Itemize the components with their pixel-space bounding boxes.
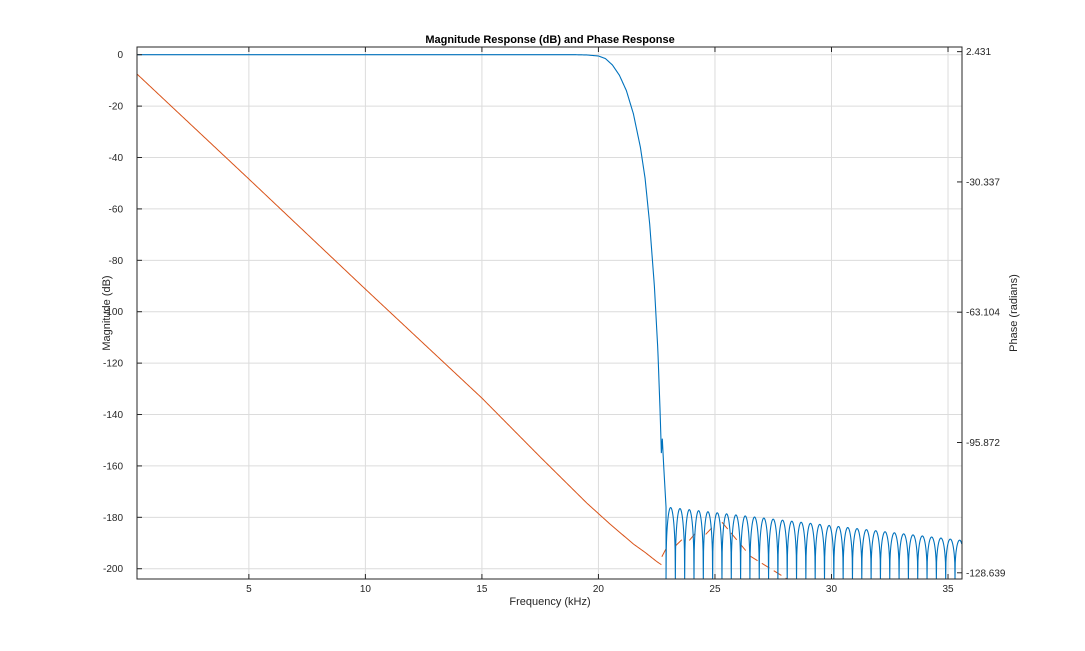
x-tick-label: 30 (826, 584, 838, 595)
y2-tick-label: -128.639 (966, 568, 1006, 579)
x-tick-label: 35 (942, 584, 954, 595)
y-tick-label: -60 (109, 204, 124, 215)
y-tick-label: -80 (109, 256, 124, 267)
phase-wrap-segment (721, 521, 748, 554)
y-tick-label: 0 (117, 50, 123, 61)
x-tick-label: 15 (476, 584, 488, 595)
y-tick-label: -100 (103, 307, 123, 318)
plot-area (137, 47, 962, 579)
y2-axis-label: Phase (radians) (1008, 274, 1020, 352)
x-tick-label: 20 (593, 584, 605, 595)
x-tick-label: 5 (246, 584, 252, 595)
phase-response-line (137, 73, 662, 566)
y2-tick-label: -63.104 (966, 308, 1000, 319)
y-tick-label: -160 (103, 461, 123, 472)
x-tick-label: 25 (709, 584, 721, 595)
phase-wrap-segment (705, 524, 716, 535)
y-tick-label: -200 (103, 564, 123, 575)
y-axis-label: Magnitude (dB) (101, 275, 113, 350)
y2-tick-label: 2.431 (966, 47, 991, 58)
magnitude-response-line (137, 54, 962, 579)
plot-frame (136, 46, 963, 580)
y-tick-label: -120 (103, 359, 123, 370)
y-tick-label: -180 (103, 513, 123, 524)
y2-tick-label: -95.872 (966, 438, 1000, 449)
series-layer (137, 54, 962, 579)
y-tick-label: -20 (109, 102, 124, 113)
phase-wrap-segment (674, 538, 683, 547)
y2-tick-label: -30.337 (966, 177, 1000, 188)
x-tick-label: 10 (360, 584, 372, 595)
x-axis-label: Frequency (kHz) (509, 596, 590, 608)
y-tick-label: -140 (103, 410, 123, 421)
axis-ticks: 5 10 15 20 25 30 35 0 -20 -40 -60 -80 -100 -120 -140 -1… (103, 47, 1006, 595)
chart-title: Magnitude Response (dB) and Phase Respon… (425, 34, 674, 46)
y-tick-label: -40 (109, 153, 124, 164)
phase-wrap-segment (661, 544, 669, 557)
